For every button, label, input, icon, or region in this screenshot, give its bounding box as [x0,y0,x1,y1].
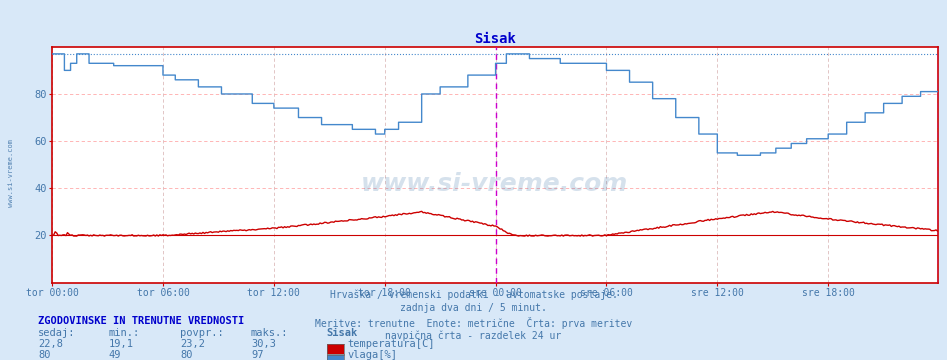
Text: maks.:: maks.: [251,328,289,338]
Text: www.si-vreme.com: www.si-vreme.com [361,172,629,195]
Text: 22,8: 22,8 [38,339,63,349]
Text: min.:: min.: [109,328,140,338]
Text: Hrvaška / vremenski podatki - avtomatske postaje.: Hrvaška / vremenski podatki - avtomatske… [330,290,617,300]
Text: Meritve: trenutne  Enote: metrične  Črta: prva meritev: Meritve: trenutne Enote: metrične Črta: … [314,317,633,329]
Text: vlaga[%]: vlaga[%] [348,350,398,360]
Text: ZGODOVINSKE IN TRENUTNE VREDNOSTI: ZGODOVINSKE IN TRENUTNE VREDNOSTI [38,316,244,326]
Text: Sisak: Sisak [327,328,358,338]
Text: 30,3: 30,3 [251,339,276,349]
Text: temperatura[C]: temperatura[C] [348,339,435,349]
Text: navpična črta - razdelek 24 ur: navpična črta - razdelek 24 ur [385,331,562,341]
Text: 19,1: 19,1 [109,339,134,349]
Text: 80: 80 [180,350,192,360]
Text: 23,2: 23,2 [180,339,205,349]
Text: povpr.:: povpr.: [180,328,223,338]
Title: Sisak: Sisak [474,32,516,46]
Text: 49: 49 [109,350,121,360]
Text: sedaj:: sedaj: [38,328,76,338]
Text: 97: 97 [251,350,263,360]
Text: 80: 80 [38,350,50,360]
Text: www.si-vreme.com: www.si-vreme.com [8,139,13,207]
Text: zadnja dva dni / 5 minut.: zadnja dva dni / 5 minut. [400,303,547,314]
